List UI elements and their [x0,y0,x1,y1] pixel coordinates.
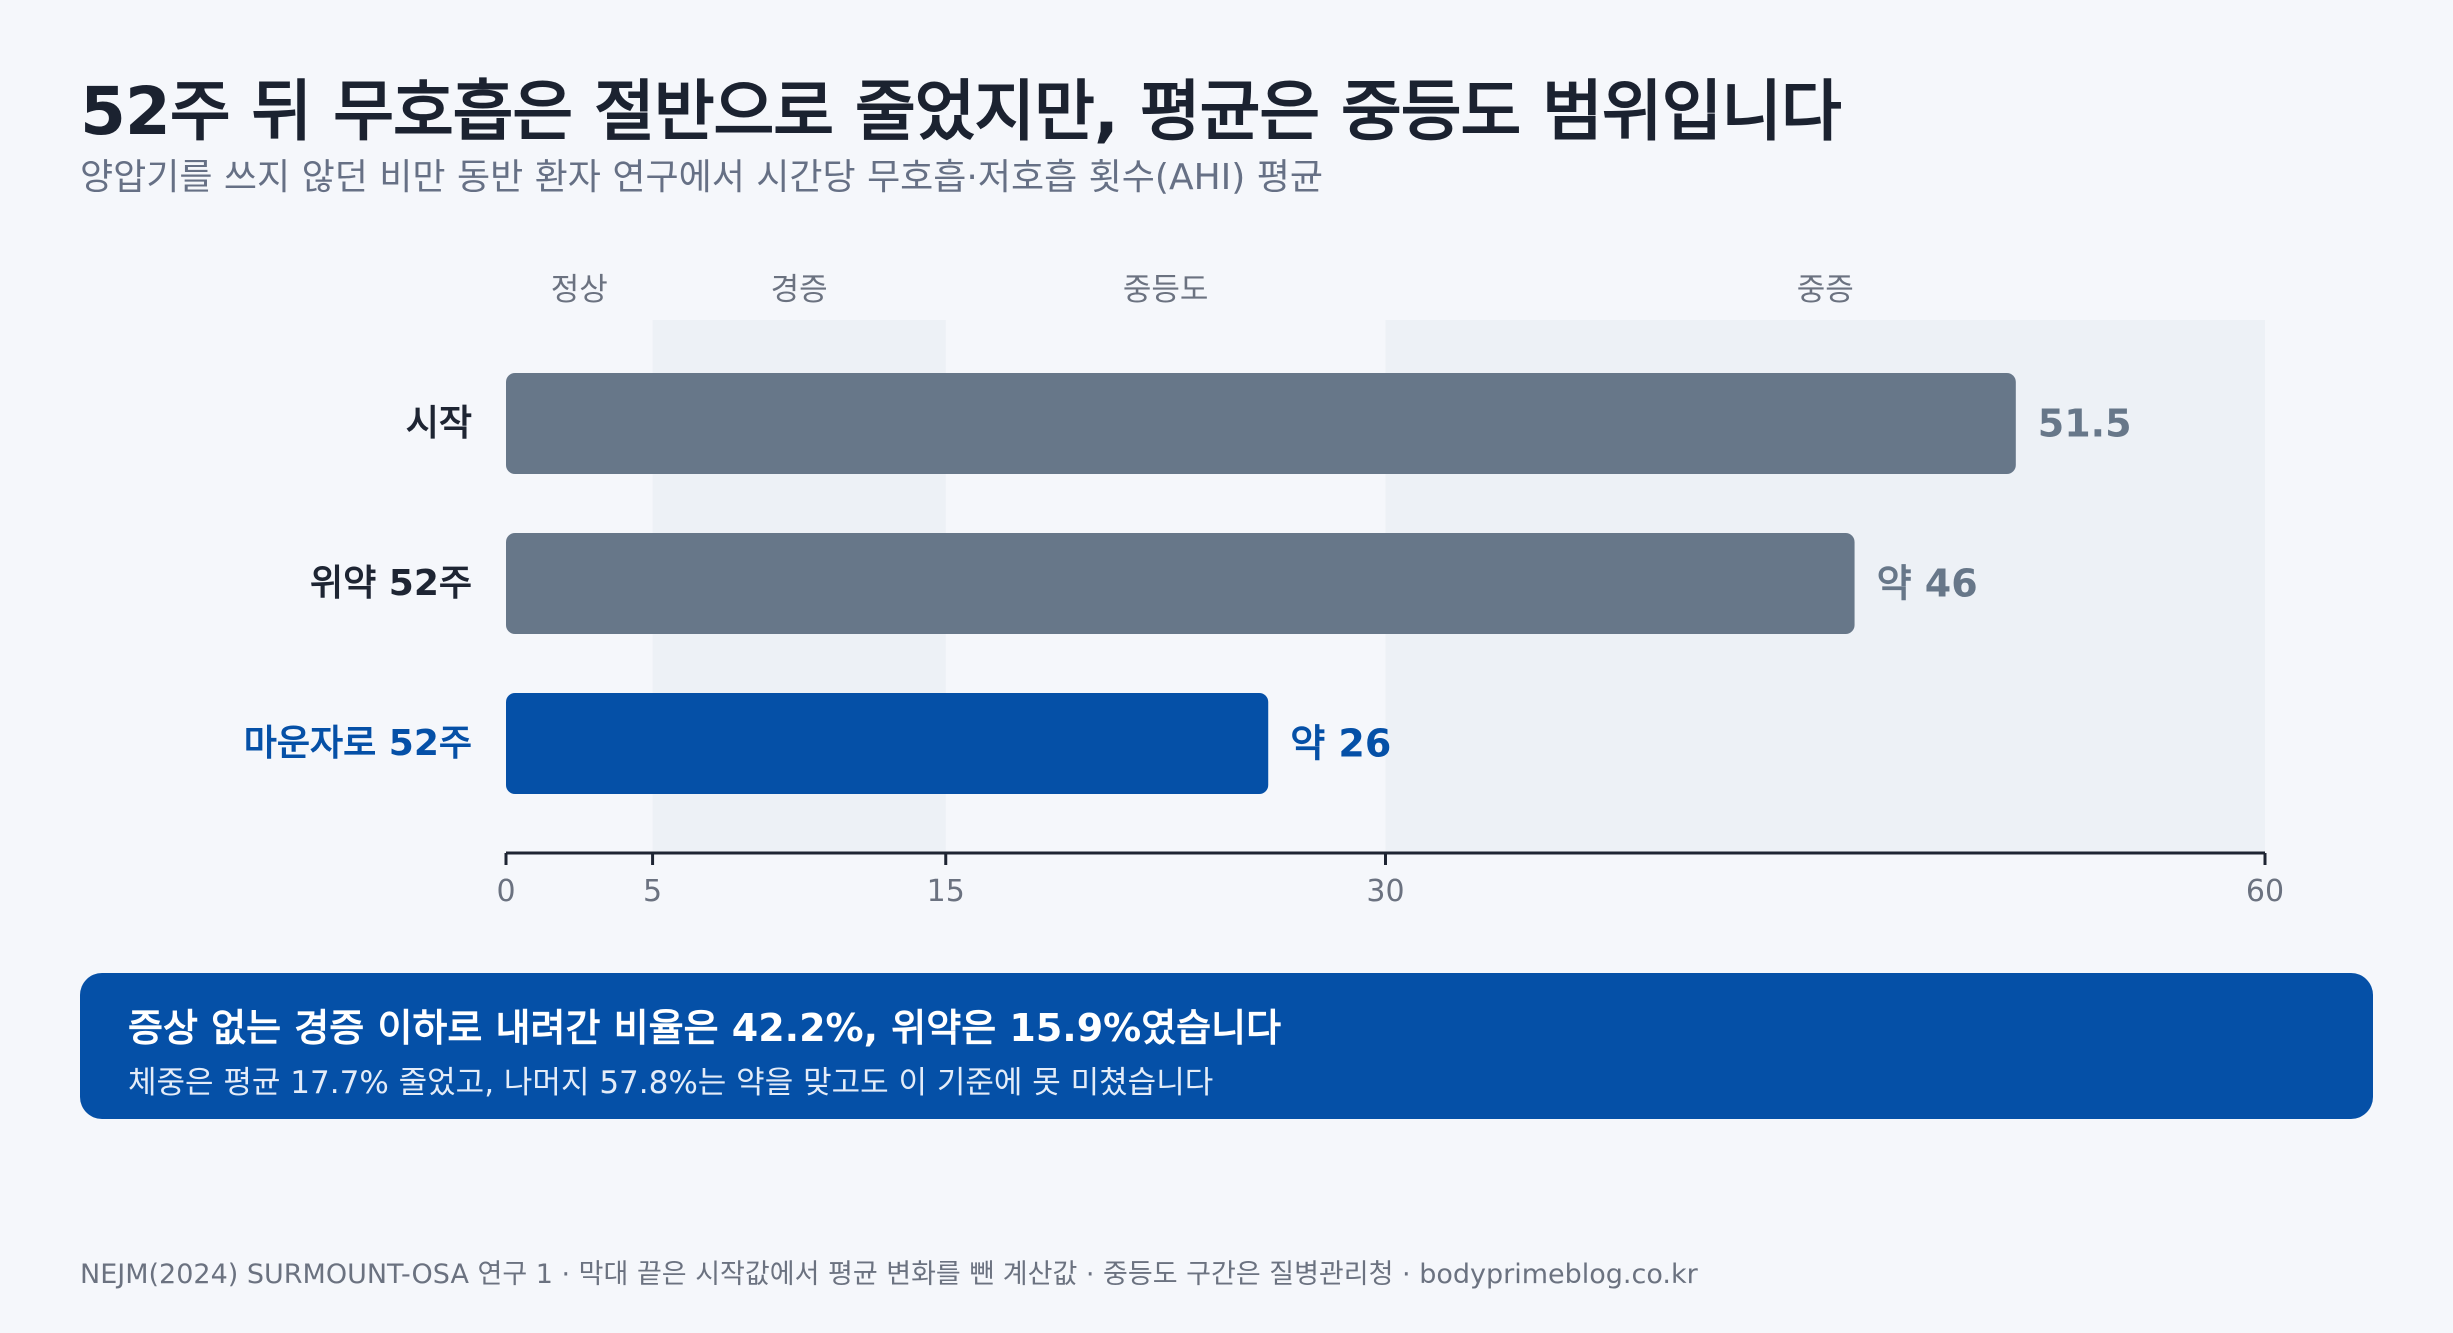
source-footer: NEJM(2024) SURMOUNT-OSA 연구 1 · 막대 끝은 시작값… [80,1259,1698,1290]
bar [506,373,2016,474]
x-tick-label: 60 [2246,874,2284,909]
chart-subtitle: 양압기를 쓰지 않던 비만 동반 환자 연구에서 시간당 무호흡·저호흡 횟수(… [80,157,1324,198]
chart-title: 52주 뒤 무호흡은 절반으로 줄었지만, 평균은 중등도 범위입니다 [80,73,1842,150]
x-tick-label: 5 [643,874,662,909]
x-tick-label: 30 [1366,874,1404,909]
data-label: 약 46 [1877,562,1978,606]
severity-band-label: 중증 [1797,272,1854,308]
data-label: 51.5 [2038,402,2132,446]
severity-band-label: 정상 [551,272,608,308]
callout-text: 체중은 평균 17.7% 줄었고, 나머지 57.8%는 약을 맞고도 이 기준… [128,1065,1214,1101]
bar [506,693,1269,794]
bar [506,533,1855,634]
x-tick-label: 15 [927,874,965,909]
summary-callout: 증상 없는 경증 이하로 내려간 비율은 42.2%, 위약은 15.9%였습니… [80,973,2373,1119]
x-tick-label: 0 [496,874,515,909]
category-label: 마운자로 52주 [244,723,472,764]
severity-band-label: 중등도 [1123,272,1209,308]
category-label: 시작 [406,403,472,444]
severity-band-label: 경증 [771,272,828,308]
callout-title: 증상 없는 경증 이하로 내려간 비율은 42.2%, 위약은 15.9%였습니… [128,1006,1282,1050]
category-label: 위약 52주 [310,563,472,604]
data-label: 약 26 [1290,722,1391,766]
